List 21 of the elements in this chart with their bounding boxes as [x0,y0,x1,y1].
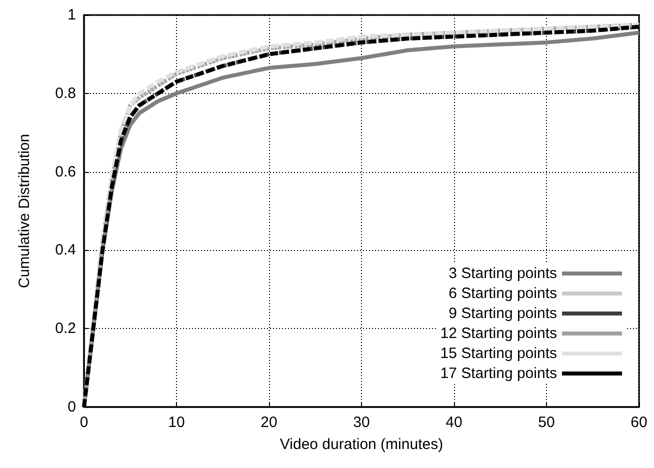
x-tick-label: 10 [168,414,185,431]
y-tick-label: 0.2 [55,320,76,338]
legend-label: 17 Starting points [440,365,557,382]
legend-label: 6 Starting points [448,285,557,302]
y-tick-label: 0.6 [55,163,76,180]
x-tick-label: 40 [446,414,462,431]
y-tick-label: 1 [68,6,76,24]
x-tick-label: 20 [260,414,278,431]
legend-label: 3 Starting points [448,265,557,282]
x-tick-label: 50 [538,414,555,431]
x-tick-label: 30 [353,414,370,431]
y-axis-title: Cumulative Distribution [16,134,33,288]
x-axis-title: Video duration (minutes) [280,436,444,453]
x-tick-label: 60 [630,414,648,431]
y-tick-label: 0.8 [55,84,76,102]
legend-label: 12 Starting points [440,325,557,342]
x-tick-label: 0 [80,414,88,431]
legend-label: 15 Starting points [440,345,557,362]
y-tick-label: 0.4 [55,242,76,259]
y-tick-label: 0 [68,398,76,416]
legend-label: 9 Starting points [448,305,557,322]
